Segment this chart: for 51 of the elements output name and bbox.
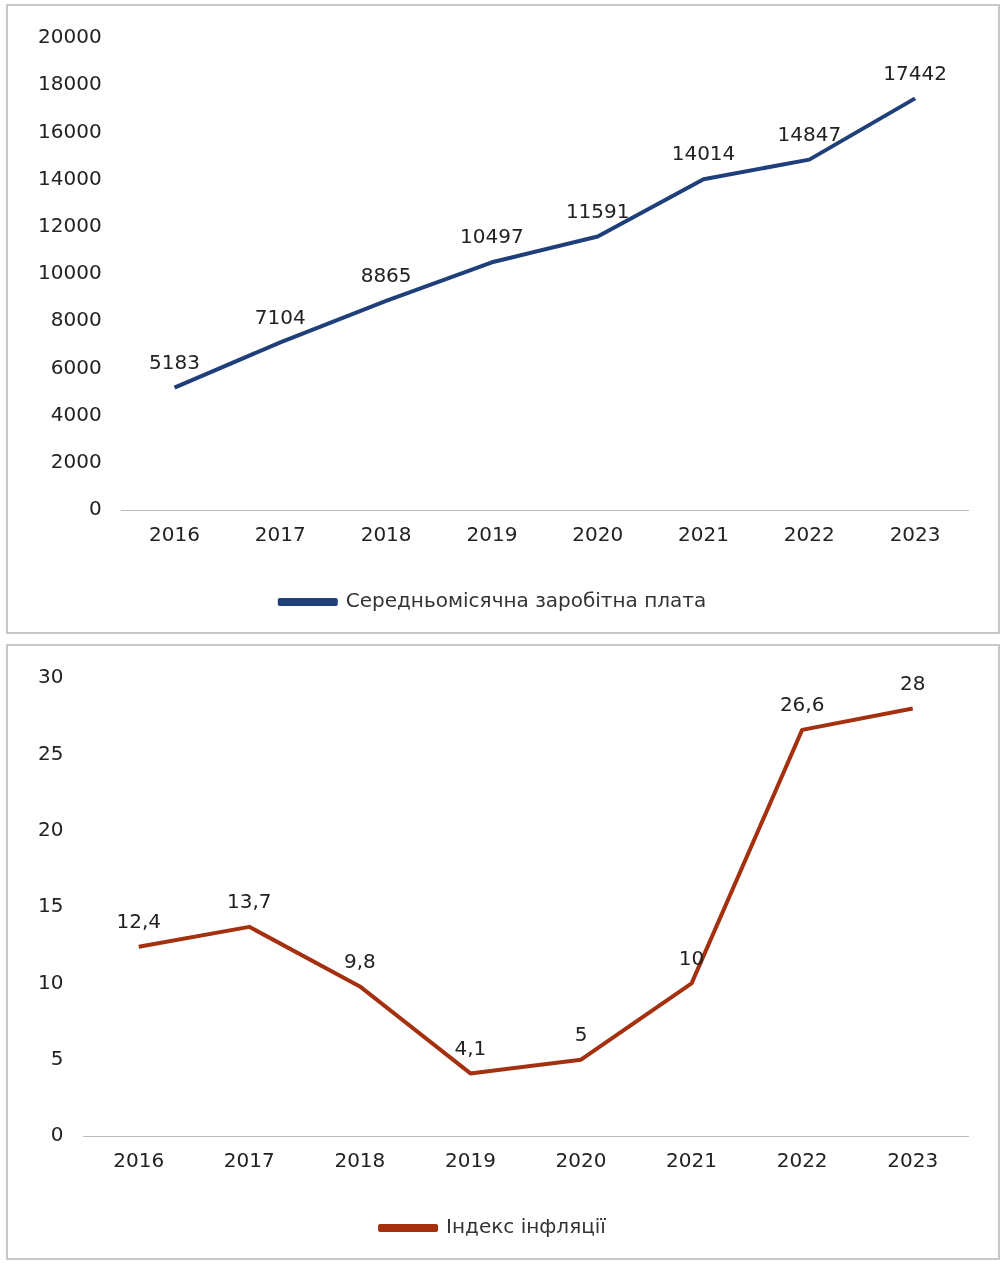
y-tick-label: 0 xyxy=(88,496,102,521)
x-tick-label: 2020 xyxy=(572,522,624,547)
data-label: 7104 xyxy=(254,304,306,329)
x-tick-label: 2016 xyxy=(149,522,200,547)
y-tick-label: 15 xyxy=(38,893,64,918)
data-label: 9,8 xyxy=(343,948,376,973)
x-tick-label: 2016 xyxy=(113,1148,165,1173)
x-tick-label: 2023 xyxy=(887,1148,939,1173)
data-label: 10497 xyxy=(460,224,524,249)
data-label: 14847 xyxy=(777,121,842,146)
legend-label: Середньомісячна заробітна плата xyxy=(345,588,707,613)
y-tick-label: 20000 xyxy=(38,24,102,49)
y-tick-label: 4000 xyxy=(50,401,102,426)
data-label: 14014 xyxy=(671,141,736,166)
x-tick-label: 2017 xyxy=(254,522,306,547)
y-tick-label: 8000 xyxy=(50,307,102,332)
y-tick-label: 10 xyxy=(38,969,64,994)
x-tick-label: 2021 xyxy=(678,522,729,547)
x-tick-label: 2021 xyxy=(666,1148,718,1173)
x-tick-label: 2023 xyxy=(889,522,941,547)
y-tick-label: 12000 xyxy=(38,213,102,237)
x-tick-label: 2017 xyxy=(223,1148,275,1173)
y-tick-label: 18000 xyxy=(38,71,102,96)
data-label: 26,6 xyxy=(779,692,825,717)
x-tick-label: 2019 xyxy=(466,522,518,547)
y-tick-label: 25 xyxy=(38,740,64,765)
x-tick-label: 2018 xyxy=(334,1148,386,1173)
x-tick-label: 2022 xyxy=(783,522,835,547)
x-tick-label: 2018 xyxy=(360,522,412,547)
x-tick-label: 2022 xyxy=(776,1148,828,1173)
y-tick-label: 30 xyxy=(38,664,64,689)
data-label: 13,7 xyxy=(227,889,272,914)
y-tick-label: 5 xyxy=(50,1045,64,1070)
data-label: 17442 xyxy=(883,60,947,85)
y-tick-label: 16000 xyxy=(38,118,102,143)
y-tick-label: 14000 xyxy=(38,165,102,190)
data-label: 5183 xyxy=(149,349,200,374)
x-tick-label: 2020 xyxy=(555,1148,607,1173)
y-tick-label: 0 xyxy=(50,1122,64,1147)
y-tick-label: 2000 xyxy=(50,449,102,473)
y-tick-label: 10000 xyxy=(38,260,102,285)
data-label: 5 xyxy=(574,1021,588,1046)
data-label: 11591 xyxy=(565,198,630,223)
data-label: 28 xyxy=(899,670,926,695)
y-tick-label: 6000 xyxy=(50,354,102,379)
data-label: 8865 xyxy=(360,262,412,287)
y-tick-label: 20 xyxy=(38,816,64,841)
data-label: 12,4 xyxy=(116,908,161,933)
legend-label: Індекс інфляції xyxy=(446,1214,607,1239)
x-tick-label: 2019 xyxy=(444,1148,496,1173)
data-label: 4,1 xyxy=(454,1035,487,1060)
